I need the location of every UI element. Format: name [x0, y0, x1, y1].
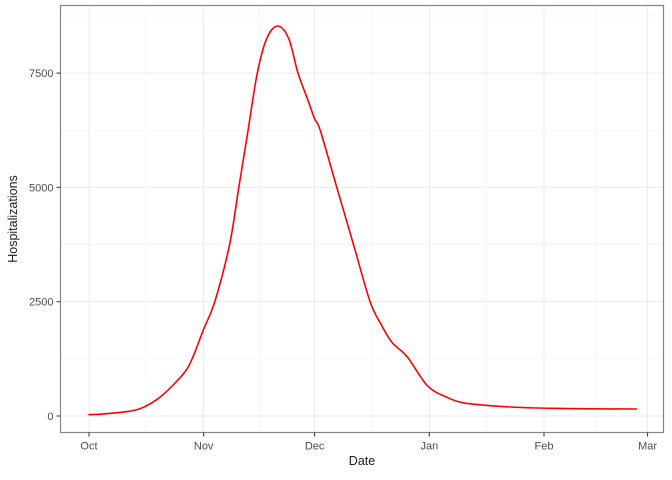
y-tick-label: 5000	[29, 182, 53, 194]
panel-background	[60, 5, 664, 433]
y-tick-label: 0	[47, 411, 53, 423]
hospitalizations-line	[88, 25, 638, 416]
x-tick-label: Oct	[80, 441, 97, 453]
x-tick-label: Nov	[194, 441, 214, 453]
x-axis-title: Date	[348, 454, 376, 468]
x-tick-label: Mar	[638, 441, 657, 453]
y-axis-title: Hospitalizations	[6, 175, 20, 263]
x-tick-label: Jan	[420, 441, 438, 453]
y-tick-label: 2500	[29, 297, 53, 309]
x-tick-label: Dec	[305, 441, 325, 453]
x-tick-label: Feb	[535, 441, 554, 453]
panel-border	[59, 4, 665, 434]
y-tick-label: 7500	[29, 68, 53, 80]
